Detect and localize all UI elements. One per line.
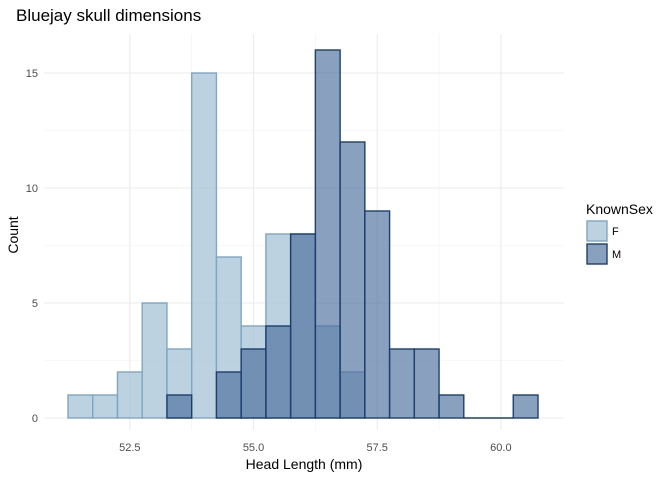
y-axis-ticks: 0 5 10 15 — [26, 68, 38, 425]
bar-m — [364, 210, 391, 419]
bar-m — [512, 394, 539, 419]
legend-key-f — [586, 220, 608, 242]
bar-f — [116, 371, 143, 419]
bar-m — [166, 394, 193, 419]
bar-m — [413, 348, 440, 419]
legend-items: FM — [586, 220, 621, 265]
y-tick-label: 5 — [32, 298, 38, 310]
chart-title: Bluejay skull dimensions — [16, 6, 201, 25]
bar-m — [215, 371, 242, 419]
legend-key-m — [586, 243, 608, 265]
x-axis-ticks: 52.5 55.0 57.5 60.0 — [119, 442, 511, 454]
x-tick-label: 60.0 — [490, 442, 511, 454]
x-tick-label: 52.5 — [119, 442, 140, 454]
x-tick-label: 55.0 — [243, 442, 264, 454]
bar-m — [240, 348, 267, 419]
bar-m — [388, 348, 416, 419]
y-tick-label: 15 — [26, 68, 38, 80]
series-m-bars — [166, 49, 539, 419]
y-tick-label: 10 — [26, 183, 38, 195]
bar-f — [92, 394, 119, 419]
x-tick-label: 57.5 — [366, 442, 387, 454]
bar-f — [190, 72, 218, 419]
bar-f — [141, 302, 168, 419]
legend-label-f: F — [612, 226, 619, 238]
y-axis-title: Count — [5, 216, 21, 253]
bar-m — [289, 233, 317, 419]
bar-m — [314, 49, 341, 419]
x-axis-title: Head Length (mm) — [246, 456, 363, 472]
bar-f — [67, 394, 94, 419]
legend: KnownSex FM — [586, 201, 653, 265]
bar-m — [438, 394, 465, 419]
legend-title: KnownSex — [586, 201, 653, 217]
legend-label-m: M — [612, 249, 621, 261]
bar-m — [265, 325, 292, 419]
y-tick-label: 0 — [32, 413, 38, 425]
bar-m — [339, 141, 366, 419]
